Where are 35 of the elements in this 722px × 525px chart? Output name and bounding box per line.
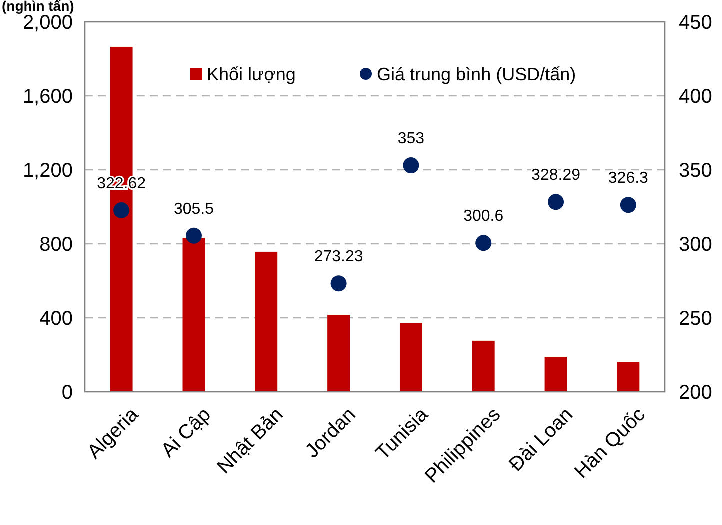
bar <box>255 252 278 392</box>
bar <box>617 362 640 392</box>
y-tick-label: 800 <box>40 234 73 256</box>
y-tick-label: 400 <box>40 308 73 330</box>
x-tick-label: Ai Cập <box>157 404 216 462</box>
bar <box>328 315 350 392</box>
y2-tick-label: 450 <box>679 12 712 34</box>
data-label: 353 <box>398 130 425 148</box>
y-tick-label: 1,200 <box>22 160 73 182</box>
point <box>476 235 492 252</box>
point <box>330 276 347 292</box>
y2-tick-label: 400 <box>679 86 712 108</box>
data-label: 305.5 <box>174 200 214 218</box>
data-label: 273.23 <box>314 248 364 266</box>
y2-tick-label: 300 <box>679 234 712 256</box>
y2-tick-label: 350 <box>679 160 712 182</box>
data-label: 300.6 <box>464 208 504 226</box>
legend-label: Giá trung bình (USD/tấn) <box>377 64 576 84</box>
data-label: 328.29 <box>532 167 581 184</box>
bar <box>544 357 568 392</box>
bar <box>472 340 495 392</box>
y-tick-label: 0 <box>62 382 73 404</box>
point <box>548 194 564 210</box>
point <box>186 228 202 244</box>
point <box>620 197 636 214</box>
y-axis-title: (nghìn tấn) <box>2 0 74 14</box>
y2-tick-label: 250 <box>679 308 712 330</box>
y2-tick-label: 200 <box>679 382 712 404</box>
point <box>114 202 130 219</box>
y-tick-label: 1,600 <box>22 86 73 108</box>
point <box>403 158 420 174</box>
data-label: 326.3 <box>608 170 649 188</box>
legend-label: Khối lượng <box>207 64 296 84</box>
bar <box>182 238 206 392</box>
bar <box>400 322 422 392</box>
